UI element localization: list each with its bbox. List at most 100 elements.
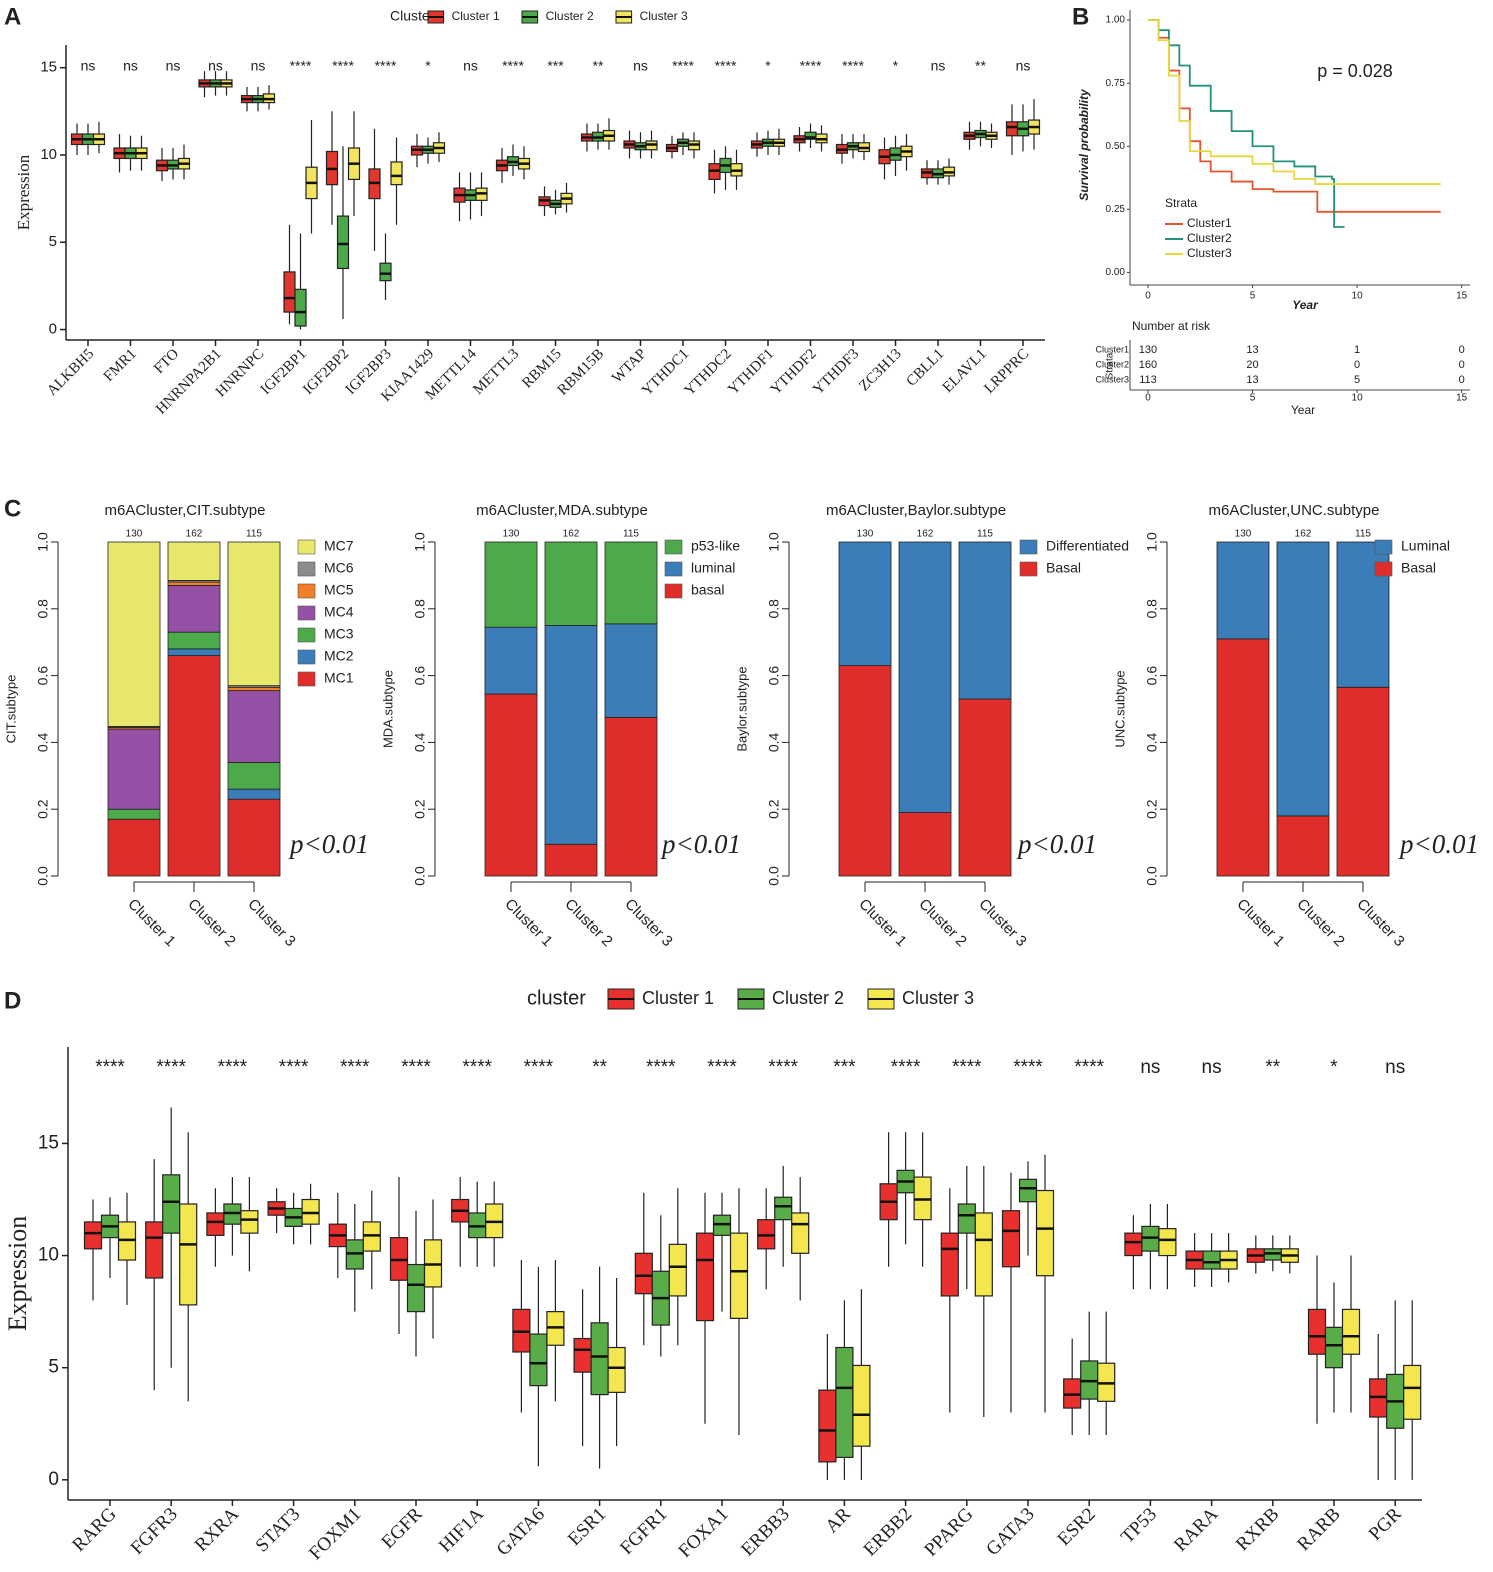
- legend-label: MC3: [324, 626, 354, 642]
- significance-label: *: [1330, 1057, 1338, 1078]
- bar-segment: [167, 581, 221, 586]
- significance-label: ****: [1013, 1057, 1043, 1078]
- x-tick-label: YTHDF3: [810, 346, 862, 398]
- bar-segment: [227, 690, 281, 763]
- bar-segment: [1276, 541, 1330, 817]
- risk-value: 160: [1139, 359, 1157, 371]
- survival-curve: [1147, 19, 1345, 228]
- y-tick-label: 0.8: [766, 599, 782, 619]
- significance-label: ****: [290, 58, 312, 74]
- box: [390, 161, 403, 186]
- bar-segment: [484, 626, 538, 695]
- significance-label: ns: [208, 58, 223, 74]
- panel-label: D: [4, 987, 21, 1014]
- bar-segment: [227, 798, 281, 877]
- box: [852, 1364, 871, 1447]
- significance-label: **: [593, 58, 604, 74]
- significance-label: ****: [375, 58, 397, 74]
- significance-label: ****: [707, 1057, 737, 1078]
- significance-label: ****: [279, 1057, 309, 1078]
- bar-segment: [227, 762, 281, 790]
- bar-segment: [1336, 686, 1390, 877]
- bar-segment: [544, 843, 598, 877]
- bar-segment: [898, 541, 952, 813]
- x-tick-label: 10: [1352, 291, 1364, 302]
- y-tick-label: 0.00: [1106, 267, 1126, 278]
- y-tick-label: 0: [49, 320, 57, 337]
- bar-segment: [167, 648, 221, 656]
- box: [240, 1210, 259, 1234]
- bar-segment: [838, 665, 892, 877]
- y-tick-label: 10: [38, 1245, 59, 1266]
- count-label: 162: [186, 529, 203, 540]
- box: [668, 1243, 687, 1297]
- x-tick-label: HIF1A: [435, 1504, 488, 1557]
- legend-label: Cluster3: [1187, 246, 1232, 260]
- risk-value: 0: [1354, 359, 1360, 371]
- box: [1158, 1228, 1177, 1257]
- x-tick-label: ZC3H13: [856, 346, 904, 394]
- x-tick-label: IGF2BP2: [300, 346, 352, 398]
- chart-title: m6ACluster,CIT.subtype: [105, 502, 266, 519]
- x-tick-label: METTL3: [470, 346, 522, 398]
- bar-segment: [958, 698, 1012, 877]
- bar-segment: [544, 625, 598, 845]
- legend-label: Luminal: [1401, 538, 1450, 554]
- y-tick-label: 0.2: [35, 799, 51, 819]
- box: [529, 1333, 548, 1387]
- x-tick-label: Cluster 2: [915, 896, 969, 950]
- bar-segment: [958, 541, 1012, 700]
- significance-label: ****: [95, 1057, 125, 1078]
- x-tick-label: 0: [1145, 291, 1151, 302]
- bar-segment: [484, 541, 538, 628]
- legend-label: Cluster2: [1187, 231, 1232, 245]
- y-tick-label: 0.4: [35, 732, 51, 752]
- significance-label: ****: [952, 1057, 982, 1078]
- chart-title: m6ACluster,MDA.subtype: [476, 502, 648, 519]
- risk-value: 1: [1354, 344, 1360, 356]
- y-tick-label: 0.75: [1106, 78, 1126, 89]
- box: [145, 1221, 164, 1279]
- x-tick-label: STAT3: [252, 1504, 305, 1557]
- legend-label: MC6: [324, 560, 354, 576]
- bar-segment: [167, 585, 221, 633]
- y-tick-label: 0.2: [412, 799, 428, 819]
- count-label: 115: [623, 529, 639, 540]
- box: [835, 1346, 854, 1458]
- risk-value: 130: [1139, 344, 1157, 356]
- legend-label: Basal: [1401, 560, 1436, 576]
- y-tick-label: 0.0: [35, 866, 51, 886]
- box: [607, 1346, 626, 1393]
- y-tick-label: 0.6: [766, 666, 782, 686]
- count-label: 162: [563, 529, 580, 540]
- box: [283, 271, 296, 313]
- y-tick-label: 0: [48, 1469, 59, 1490]
- significance-label: *: [765, 58, 771, 74]
- y-tick-label: 0.50: [1106, 141, 1126, 152]
- box: [1035, 1189, 1055, 1277]
- legend-label: p53-like: [691, 538, 740, 554]
- y-tick-label: 10: [40, 146, 57, 163]
- y-tick-label: 0.8: [1144, 599, 1160, 619]
- significance-label: ****: [1074, 1057, 1104, 1078]
- y-tick-label: 0.8: [412, 599, 428, 619]
- significance-label: *: [425, 58, 431, 74]
- legend-label: basal: [691, 582, 724, 598]
- y-tick-label: 0.4: [766, 732, 782, 752]
- y-tick-label: 0.6: [412, 666, 428, 686]
- box: [83, 1221, 103, 1250]
- x-tick-label: ESR1: [564, 1504, 610, 1550]
- risk-row-label: Cluster3: [1095, 374, 1129, 384]
- legend-swatch: [297, 627, 316, 643]
- box: [336, 215, 350, 270]
- box: [1001, 1210, 1021, 1268]
- bar-segment: [107, 808, 161, 820]
- x-tick-label: YTHDF1: [725, 346, 777, 398]
- significance-label: ****: [156, 1057, 186, 1078]
- significance-label: ****: [401, 1057, 431, 1078]
- bar-segment: [107, 818, 161, 877]
- annotation: p<0.01: [288, 829, 369, 859]
- x-tick-label: Cluster 3: [975, 896, 1029, 950]
- significance-label: ***: [833, 1057, 856, 1078]
- y-tick-label: 0.6: [35, 666, 51, 686]
